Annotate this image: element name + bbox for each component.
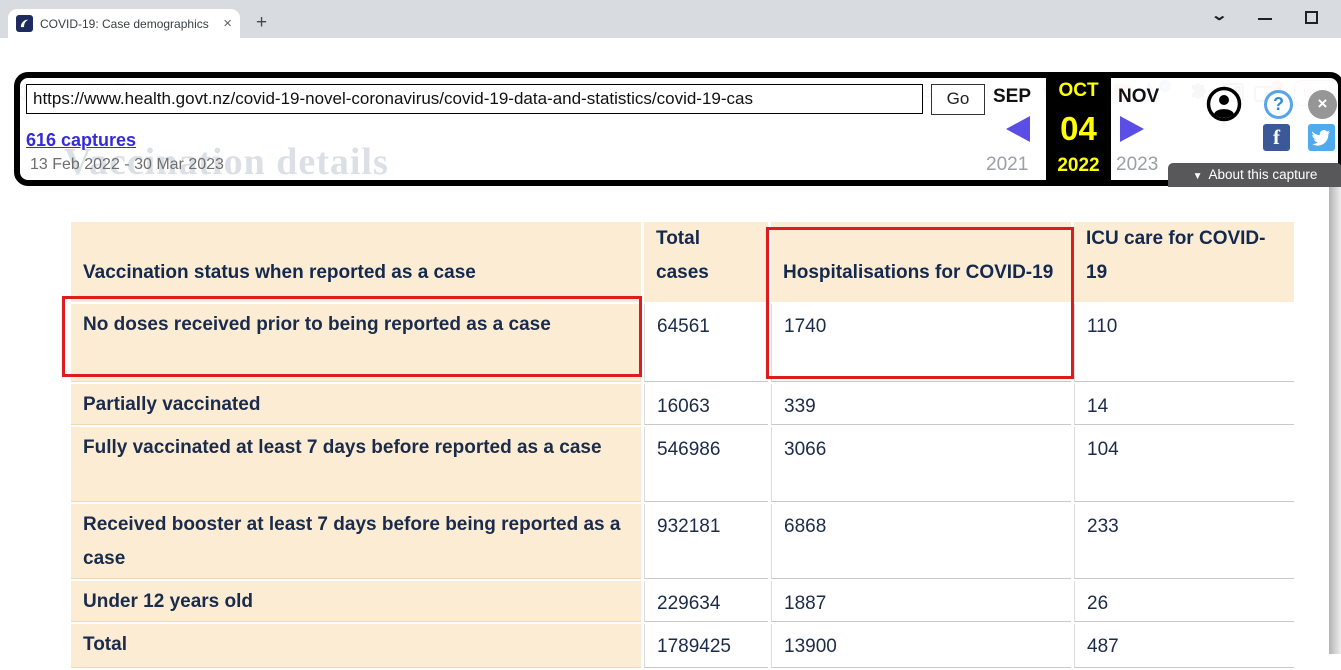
capture-date-range: 13 Feb 2022 - 30 Mar 2023 [30,156,224,173]
page-scrollbar[interactable] [1329,186,1341,654]
new-tab-button[interactable]: + [256,12,268,33]
browser-toolbar: web.archive.org/web/20221004045004/https… [0,38,1341,106]
tab-search-chevron-icon[interactable]: ⌄ [1210,7,1229,24]
calendar-prev-month[interactable]: SEP [993,86,1032,107]
wayback-toolbar: Vaccination details Go 616 captures 13 F… [14,72,1341,187]
tab-title: COVID-19: Case demographics | M [40,16,212,31]
twitter-icon[interactable] [1308,124,1335,151]
tab-close-icon[interactable]: × [223,15,232,32]
row-label: Partially vaccinated [71,384,641,425]
about-this-capture-button[interactable]: ▼ About this capture [1168,163,1341,187]
maximize-button[interactable] [1305,11,1318,24]
minimize-button[interactable] [1258,18,1272,20]
col-header-total-cases: Total cases [644,222,768,302]
calendar-next-arrow-icon[interactable] [1120,116,1144,142]
annotation-box-hospitalisations-column [766,227,1074,379]
total-cases-value: 932181 [644,504,768,579]
wayback-close-icon[interactable]: × [1308,90,1337,119]
total-cases-value: 546986 [644,427,768,502]
calendar-prev-year[interactable]: 2021 [986,154,1029,175]
facebook-icon[interactable]: f [1263,124,1290,151]
total-cases-value: 1789425 [644,624,768,668]
col-header-hospitalisations: Hospitalisations for COVID-19 [771,222,1071,302]
row-label: Total [71,624,641,668]
help-icon[interactable]: ? [1264,90,1293,119]
table-row: Fully vaccinated at least 7 days before … [71,427,1294,502]
table-header-row: Vaccination status when reported as a ca… [71,222,1294,302]
go-button[interactable]: Go [931,84,985,115]
calendar-current-day: 04 [1060,109,1097,147]
icu-value: 233 [1074,504,1294,579]
hospitalisations-value: 1887 [771,581,1071,622]
hospitalisations-value: 3066 [771,427,1071,502]
site-favicon-icon [16,15,33,32]
calendar-prev-arrow-icon[interactable] [1006,116,1030,142]
calendar-current-year: 2022 [1057,155,1100,176]
icu-value: 104 [1074,427,1294,502]
calendar-next-month[interactable]: NOV [1118,86,1160,107]
titlebar: COVID-19: Case demographics | M × + ⌄ [0,0,1341,38]
table-row: Received booster at least 7 days before … [71,504,1294,579]
row-label: Received booster at least 7 days before … [71,504,641,579]
calendar-current-block[interactable]: OCT 04 2022 [1046,78,1111,180]
table-row: No doses received prior to being reporte… [71,304,1294,382]
icu-value: 110 [1074,304,1294,382]
row-label: Fully vaccinated at least 7 days before … [71,427,641,502]
about-chevron-icon: ▼ [1192,171,1203,182]
col-header-icu: ICU care for COVID-19 [1074,222,1294,302]
icu-value: 26 [1074,581,1294,622]
total-cases-value: 229634 [644,581,768,622]
table-row: Partially vaccinated 16063 339 14 [71,384,1294,425]
table-row: Under 12 years old 229634 1887 26 [71,581,1294,622]
profile-icon[interactable] [1206,86,1242,122]
annotation-box-no-doses-row [62,296,642,377]
captures-link[interactable]: 616 captures [26,130,137,150]
vaccination-status-table: Vaccination status when reported as a ca… [68,220,1297,670]
row-label: Under 12 years old [71,581,641,622]
calendar-current-month: OCT [1058,80,1099,101]
calendar-next-year[interactable]: 2023 [1116,154,1159,175]
total-cases-value: 16063 [644,384,768,425]
icu-value: 14 [1074,384,1294,425]
page-heading-ghost: Vaccination details [64,141,389,183]
total-cases-value: 64561 [644,304,768,382]
icu-value: 487 [1074,624,1294,668]
hospitalisations-value: 339 [771,384,1071,425]
hospitalisations-value: 13900 [771,624,1071,668]
browser-tab[interactable]: COVID-19: Case demographics | M × [8,9,240,38]
table-row: Total 1789425 13900 487 [71,624,1294,668]
wayback-url-input[interactable] [26,84,923,114]
hospitalisations-value: 6868 [771,504,1071,579]
row-label: No doses received prior to being reporte… [71,304,641,382]
hospitalisations-value: 1740 [771,304,1071,382]
col-header-vaccination-status: Vaccination status when reported as a ca… [71,222,641,302]
